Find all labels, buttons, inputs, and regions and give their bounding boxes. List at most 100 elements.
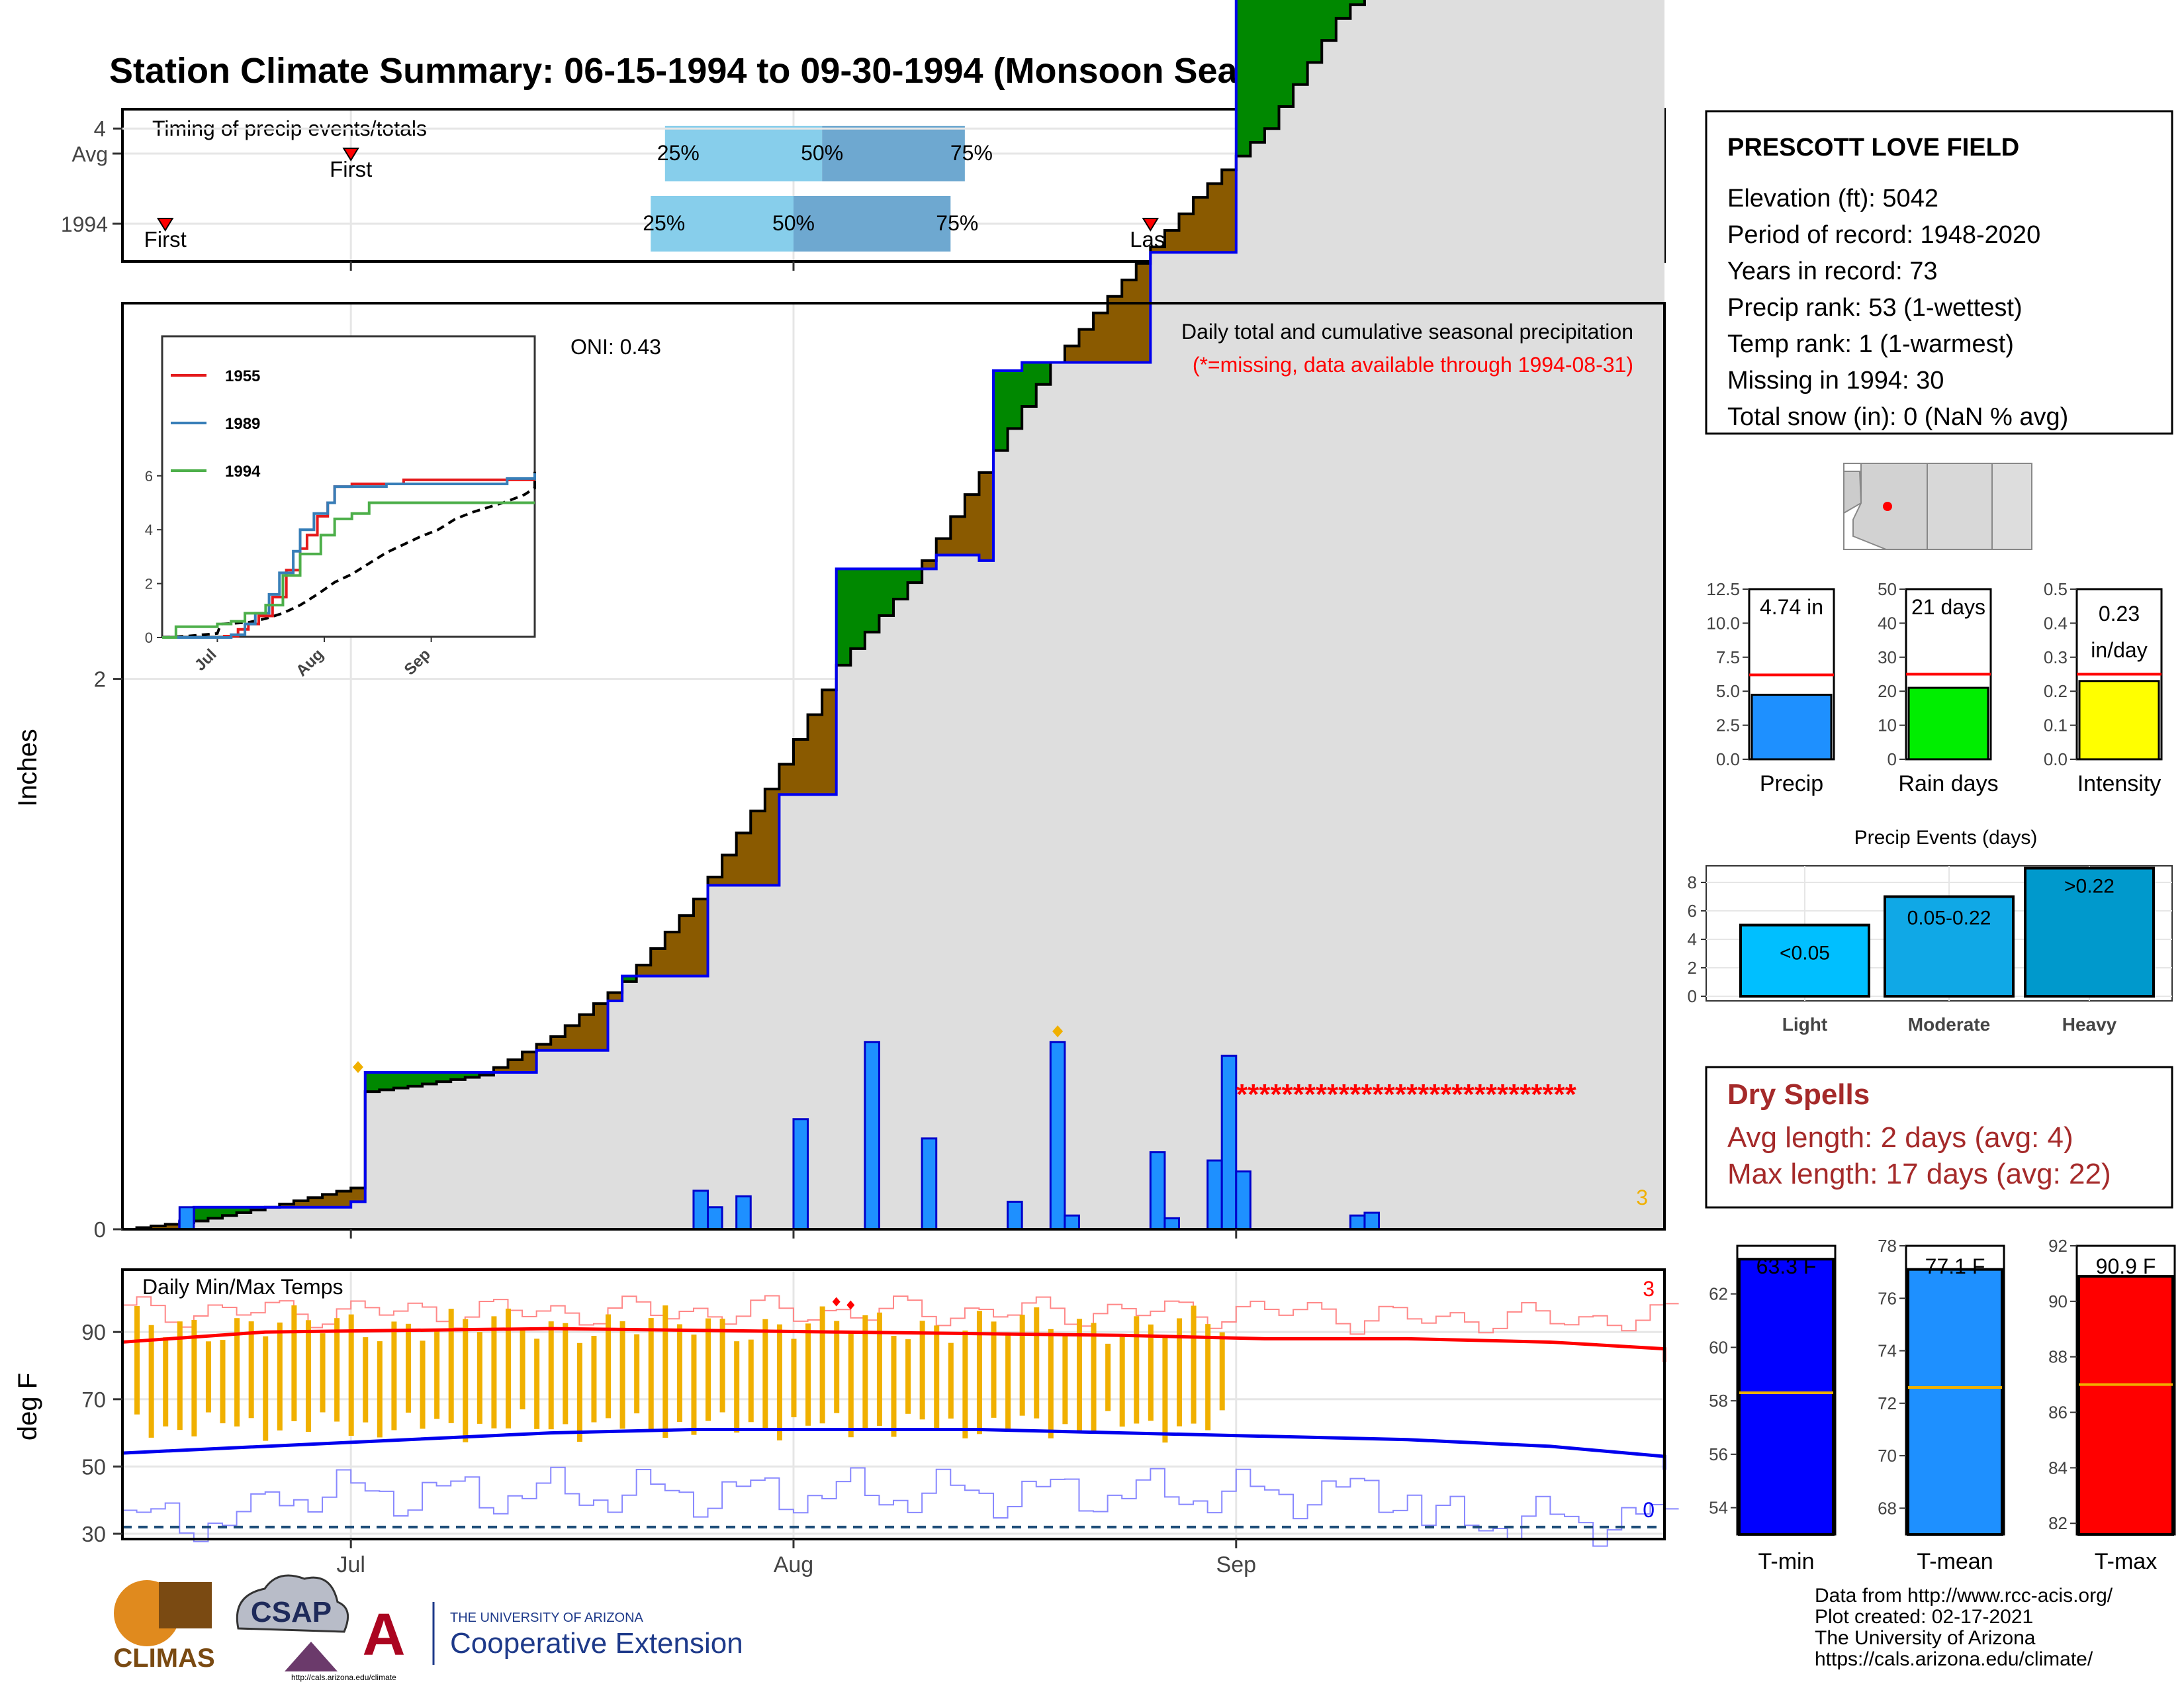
- temp-y-tick-label: 90: [81, 1320, 106, 1344]
- footer-line: Plot created: 02-17-2021: [1815, 1606, 2033, 1628]
- daily-temp-bar: [1134, 1316, 1140, 1424]
- precip-y-tick-label: 0: [94, 1217, 106, 1242]
- daily-temp-bar: [834, 1321, 840, 1413]
- temp-y-label: deg F: [13, 1373, 42, 1440]
- daily-temp-bar: [1019, 1315, 1025, 1416]
- daily-temp-bar: [1119, 1336, 1125, 1427]
- deficit-area: [308, 1197, 323, 1207]
- surplus-area: [422, 1072, 437, 1084]
- timing-q75-label: 75%: [936, 211, 978, 235]
- daily-temp-bar: [762, 1319, 768, 1431]
- precip-events-tick-label: 0: [1688, 986, 1697, 1006]
- summary-bar-fill: [2078, 680, 2160, 761]
- deficit-area: [979, 472, 994, 561]
- temp-bar-label: T-mean: [1917, 1549, 1993, 1574]
- summary-bar-tick-label: 0.2: [2044, 681, 2068, 701]
- station-name: PRESCOTT LOVE FIELD: [1727, 134, 2019, 162]
- precip-y-tick-label: 2: [94, 667, 106, 692]
- temp-y-tick-label: 70: [81, 1387, 106, 1412]
- deficit-area: [608, 992, 623, 1001]
- climas-logo-text: CLIMAS: [113, 1644, 214, 1673]
- timing-q50-q75-bar: [822, 126, 965, 181]
- daily-temp-bar: [348, 1314, 354, 1436]
- daily-temp-bar: [862, 1315, 868, 1430]
- temp-bar-fill: [2077, 1275, 2174, 1536]
- daily-temp-bar: [434, 1329, 440, 1419]
- temp-bar-tick-label: 62: [1709, 1284, 1728, 1304]
- summary-bar-tick-label: 10: [1878, 716, 1897, 735]
- daily-temp-bar: [391, 1321, 397, 1430]
- temp-panel-title: Daily Min/Max Temps: [142, 1275, 343, 1299]
- precip-events-range: <0.05: [1780, 943, 1830, 964]
- surplus-area: [907, 569, 923, 583]
- deficit-area: [351, 1188, 366, 1202]
- temp-bar-tick-label: 90: [2048, 1291, 2068, 1311]
- timing-q50-q75-bar: [793, 196, 951, 252]
- deficit-area: [936, 538, 951, 555]
- daily-temp-bar: [719, 1319, 725, 1413]
- deficit-area: [493, 1067, 508, 1073]
- summary-bar-tick-label: 0.0: [1716, 749, 1740, 769]
- daily-temp-bar: [1191, 1305, 1197, 1424]
- summary-bar-tick-label: 0.5: [2044, 579, 2068, 599]
- daily-temp-bar: [891, 1336, 897, 1437]
- daily-temp-bar: [420, 1340, 426, 1429]
- daily-temp-bar: [576, 1342, 582, 1442]
- inset-legend-label: 1989: [225, 415, 260, 433]
- precip-subtitle: Daily total and cumulative seasonal prec…: [1181, 320, 1633, 344]
- surplus-area: [864, 569, 880, 632]
- summary-bar-tick-label: 12.5: [1706, 579, 1740, 599]
- temp-bar-tick-label: 68: [1878, 1498, 1897, 1518]
- surplus-area: [993, 371, 1009, 451]
- precip-events-label: Heavy: [2062, 1014, 2117, 1035]
- daily-temp-bar: [805, 1323, 811, 1426]
- daily-temp-bar: [1162, 1336, 1168, 1443]
- deficit-area: [1093, 312, 1109, 363]
- record-temp-diamond: [832, 1297, 841, 1307]
- station-line: Elevation (ft): 5042: [1727, 185, 1938, 212]
- temp-bar-tick-label: 92: [2048, 1236, 2068, 1256]
- daily-temp-bar: [1091, 1323, 1097, 1433]
- deficit-area: [322, 1194, 338, 1207]
- daily-temp-bar: [1148, 1324, 1154, 1421]
- surplus-area: [1036, 362, 1051, 385]
- daily-precip-bar: [1206, 1159, 1223, 1231]
- summary-bar-tick-label: 40: [1878, 613, 1897, 633]
- station-line: Period of record: 1948-2020: [1727, 221, 2040, 249]
- daily-precip-bar: [1049, 1041, 1066, 1231]
- daily-precip-bar: [1349, 1214, 1366, 1231]
- daily-temp-bar: [976, 1311, 982, 1434]
- surplus-area: [1322, 0, 1337, 41]
- timing-q50-label: 50%: [772, 211, 815, 235]
- deficit-area: [1164, 230, 1179, 253]
- daily-temp-bar: [205, 1341, 211, 1413]
- summary-bar-label: Rain days: [1898, 771, 1998, 796]
- deficit-area: [551, 1037, 566, 1051]
- daily-temp-bar: [320, 1333, 326, 1413]
- inset-legend-label: 1955: [225, 367, 260, 385]
- daily-precip-bar: [792, 1118, 809, 1231]
- timing-q25-label: 25%: [657, 141, 700, 165]
- surplus-area: [365, 1072, 380, 1092]
- timing-first-label: First: [330, 157, 372, 181]
- daily-temp-bar: [1105, 1343, 1111, 1411]
- surplus-area: [1279, 0, 1294, 107]
- daily-temp-bar: [948, 1342, 954, 1419]
- daily-temp-bar: [619, 1321, 625, 1429]
- deficit-area: [922, 560, 937, 569]
- daily-temp-bar: [506, 1308, 511, 1429]
- daily-temp-bar: [534, 1338, 540, 1429]
- record-temp-diamond: [846, 1300, 855, 1310]
- daily-temp-bar: [705, 1318, 711, 1421]
- daily-temp-bar: [248, 1321, 254, 1419]
- dry-spells-title: Dry Spells: [1727, 1078, 1870, 1111]
- daily-temp-bar: [277, 1322, 283, 1430]
- daily-temp-bar: [334, 1318, 340, 1422]
- deficit-area: [508, 1059, 523, 1073]
- deficit-area: [151, 1226, 166, 1229]
- precip-events-title: Precip Events (days): [1854, 827, 2038, 849]
- summary-bar-value-unit: in/day: [2091, 638, 2147, 662]
- timing-first-marker: [342, 148, 359, 162]
